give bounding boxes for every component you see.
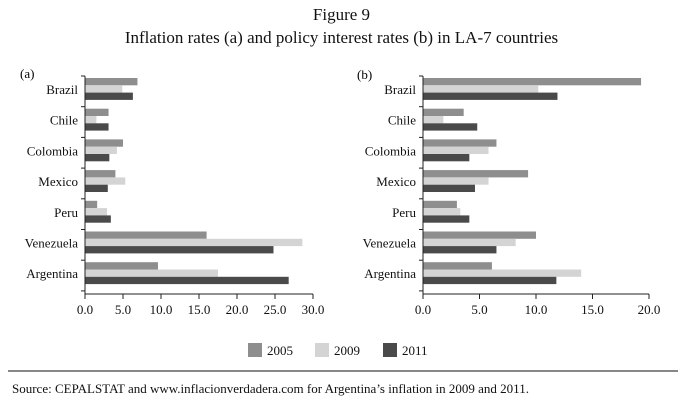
legend-label-2009: 2009	[334, 343, 360, 358]
x-tick-label-a: 10.0	[150, 302, 173, 317]
chart-panel-b: Brazil Chile Colombia Mexico Peru Venezuela Ar…	[363, 75, 661, 317]
bar-b-chile-2009	[423, 116, 444, 124]
x-tick-label-a: 20.0	[226, 302, 249, 317]
panel-label-b: (b)	[357, 67, 372, 82]
category-label-b-peru: Peru	[392, 205, 416, 220]
panel-label-a: (a)	[20, 66, 34, 81]
bar-b-colombia-2011	[423, 154, 470, 162]
bar-a-chile-2005	[85, 108, 109, 116]
bar-a-argentina-2009	[85, 269, 218, 277]
bar-a-argentina-2011	[85, 276, 289, 285]
legend-swatch-2011	[383, 343, 397, 357]
x-tick-label-b: 15.0	[581, 302, 604, 317]
bar-b-mexico-2009	[423, 177, 489, 185]
category-label-a-mexico: Mexico	[38, 174, 78, 189]
category-label-a-peru: Peru	[54, 205, 78, 220]
bar-a-chile-2011	[85, 123, 109, 131]
bar-b-colombia-2009	[423, 146, 489, 154]
category-label-a-argentina: Argentina	[26, 266, 78, 281]
bar-a-peru-2009	[85, 208, 108, 216]
x-tick-label-b: 20.0	[638, 302, 661, 317]
bar-b-venezuela-2011	[423, 246, 497, 254]
x-tick-label-b: 0.0	[415, 302, 431, 317]
bar-a-mexico-2009	[85, 177, 126, 185]
bar-b-chile-2005	[423, 108, 464, 116]
x-tick-label-a: 30.0	[302, 302, 325, 317]
category-label-a-venezuela: Venezuela	[25, 235, 79, 250]
x-tick-label-b: 10.0	[525, 302, 548, 317]
legend-label-2011: 2011	[402, 343, 428, 358]
category-label-b-chile: Chile	[388, 113, 416, 128]
bar-a-peru-2011	[85, 215, 111, 223]
figure-subtitle: Inflation rates (a) and policy interest …	[124, 28, 559, 47]
bar-b-argentina-2005	[423, 262, 492, 270]
bar-a-venezuela-2011	[85, 246, 274, 254]
bar-b-argentina-2011	[423, 276, 557, 285]
legend-swatch-2005	[248, 343, 262, 357]
category-label-a-chile: Chile	[50, 113, 78, 128]
bar-b-venezuela-2005	[423, 231, 536, 239]
bar-a-chile-2009	[85, 116, 97, 124]
bar-a-brazil-2009	[85, 85, 123, 93]
chart-panel-a: Brazil Chile Colombia Mexico Peru Venezuela Ar…	[25, 75, 325, 317]
bar-a-argentina-2005	[85, 262, 158, 270]
bar-b-argentina-2009	[423, 269, 582, 277]
bar-b-peru-2009	[423, 208, 461, 216]
category-label-a-brazil: Brazil	[46, 82, 78, 97]
x-tick-label-a: 25.0	[264, 302, 287, 317]
bar-b-brazil-2005	[423, 78, 642, 86]
bar-a-mexico-2005	[85, 170, 116, 178]
bar-a-colombia-2009	[85, 146, 117, 154]
category-label-a-colombia: Colombia	[27, 143, 79, 158]
bar-a-mexico-2011	[85, 184, 108, 192]
bar-a-peru-2005	[85, 200, 98, 209]
category-label-b-brazil: Brazil	[384, 82, 416, 97]
category-label-b-mexico: Mexico	[376, 174, 416, 189]
x-tick-label-a: 0.0	[77, 302, 93, 317]
category-label-b-venezuela: Venezuela	[363, 235, 417, 250]
bar-b-chile-2011	[423, 123, 478, 131]
x-tick-label-a: 15.0	[188, 302, 211, 317]
x-tick-label-a: 5.0	[115, 302, 131, 317]
bar-b-mexico-2005	[423, 170, 529, 178]
bar-a-venezuela-2009	[85, 238, 303, 247]
category-label-b-argentina: Argentina	[364, 266, 416, 281]
legend-label-2005: 2005	[267, 343, 293, 358]
bar-a-colombia-2011	[85, 154, 110, 162]
bar-b-brazil-2011	[423, 92, 558, 100]
legend: 2005 2009 2011	[248, 343, 428, 358]
bar-b-colombia-2005	[423, 139, 497, 147]
bar-b-peru-2011	[423, 215, 470, 223]
category-label-b-colombia: Colombia	[365, 143, 417, 158]
bar-a-brazil-2011	[85, 92, 133, 100]
source-note: Source: CEPALSTAT and www.inflacionverda…	[12, 381, 529, 396]
bar-b-brazil-2009	[423, 85, 539, 93]
legend-swatch-2009	[315, 343, 329, 357]
x-tick-label-b: 5.0	[471, 302, 487, 317]
bar-b-mexico-2011	[423, 184, 475, 192]
bar-a-colombia-2005	[85, 139, 123, 147]
figure-title: Figure 9	[312, 5, 371, 24]
bar-a-brazil-2005	[85, 78, 138, 86]
bar-a-venezuela-2005	[85, 231, 207, 239]
bar-b-venezuela-2009	[423, 238, 516, 247]
bar-b-peru-2005	[423, 200, 457, 209]
